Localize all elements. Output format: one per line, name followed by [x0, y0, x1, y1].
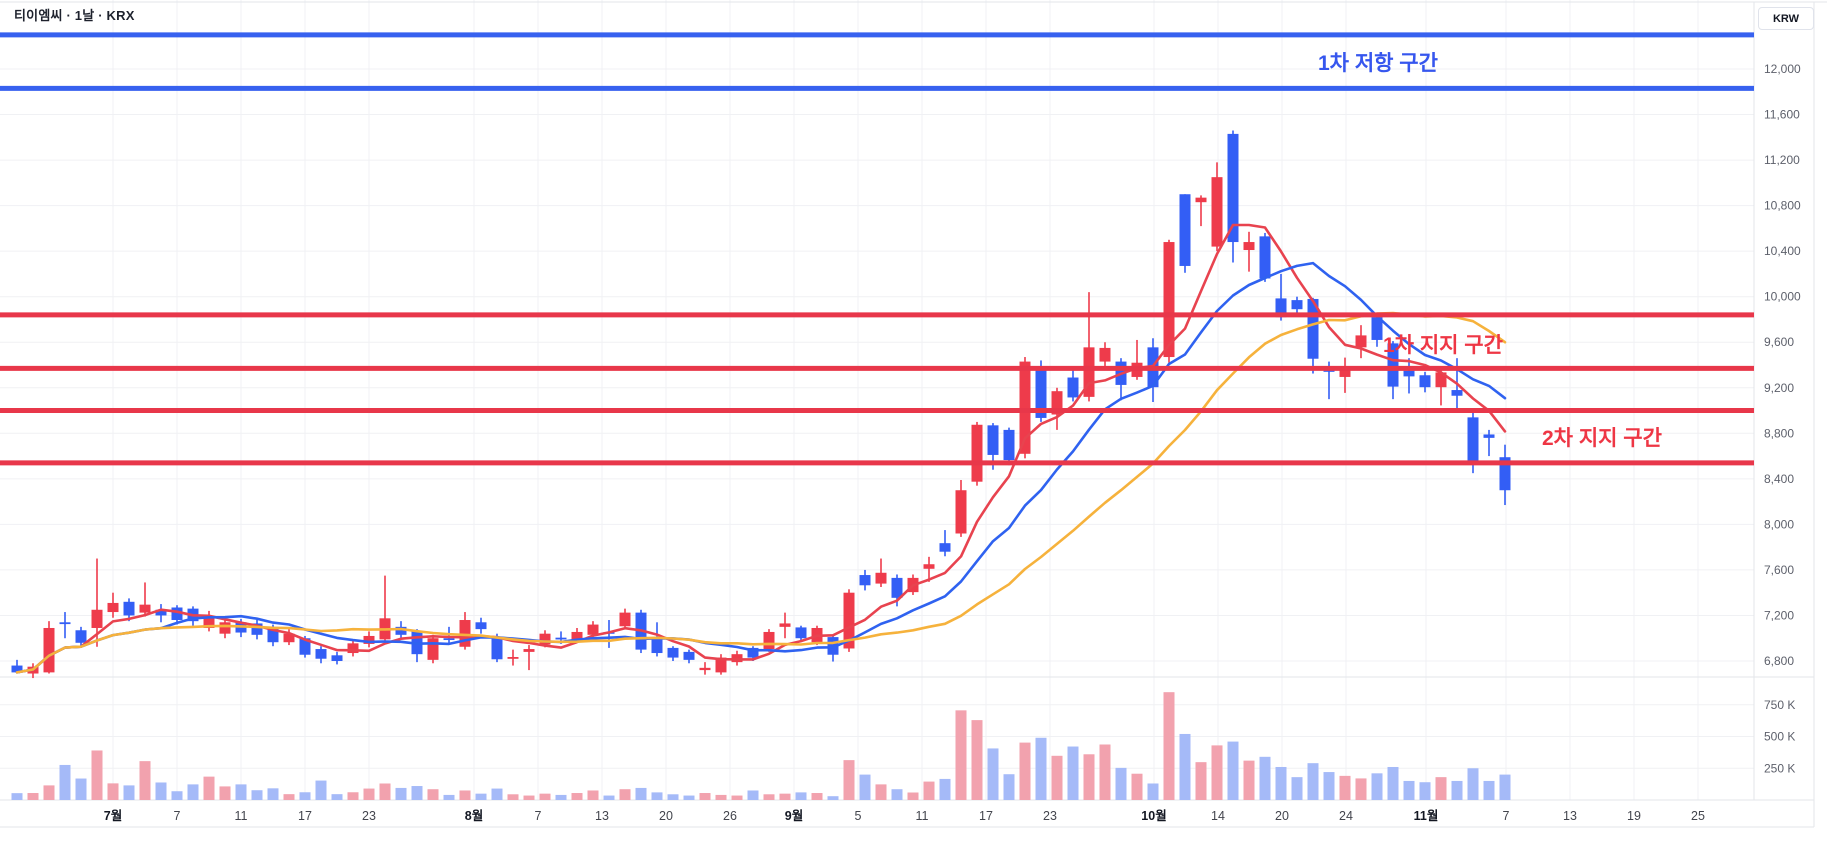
svg-text:20: 20	[659, 809, 673, 823]
svg-text:500 K: 500 K	[1764, 730, 1795, 744]
price-axis[interactable]: 6,800 7,200 7,600 8,000 8,400 8,800 9,200 9,600…	[1764, 62, 1801, 775]
svg-text:17: 17	[298, 809, 312, 823]
svg-text:5: 5	[855, 809, 862, 823]
svg-text:23: 23	[1043, 809, 1057, 823]
svg-text:8,800: 8,800	[1764, 426, 1794, 440]
grid-lines	[0, 0, 1754, 800]
svg-text:250 K: 250 K	[1764, 761, 1795, 775]
volume-bars	[11, 692, 1511, 800]
svg-text:23: 23	[362, 809, 376, 823]
svg-text:10,400: 10,400	[1764, 244, 1801, 258]
time-axis[interactable]: 7월 7 11 17 23 8월 7 13 20 26 9월 5 11 17 23 10월 14 20 24 11월 7…	[104, 808, 1705, 823]
svg-text:9,200: 9,200	[1764, 381, 1794, 395]
svg-text:8,000: 8,000	[1764, 517, 1794, 531]
svg-text:26: 26	[723, 809, 737, 823]
svg-text:8월: 8월	[465, 808, 483, 823]
svg-text:11,600: 11,600	[1764, 108, 1800, 122]
svg-text:14: 14	[1211, 809, 1225, 823]
svg-text:11: 11	[235, 809, 248, 823]
svg-text:7,600: 7,600	[1764, 563, 1794, 577]
svg-text:13: 13	[1563, 809, 1577, 823]
svg-text:11: 11	[916, 809, 929, 823]
svg-text:17: 17	[979, 809, 993, 823]
svg-text:8,400: 8,400	[1764, 472, 1794, 486]
svg-text:10,800: 10,800	[1764, 199, 1801, 213]
svg-text:7월: 7월	[104, 808, 122, 823]
annotation-support-2[interactable]: 2차 지지 구간	[1542, 427, 1662, 450]
support-lines[interactable]	[0, 312, 1754, 466]
svg-text:12,000: 12,000	[1764, 62, 1801, 76]
ma-mid-line	[15, 261, 1507, 674]
svg-text:9,600: 9,600	[1764, 335, 1794, 349]
svg-text:7: 7	[174, 809, 181, 823]
svg-text:24: 24	[1339, 809, 1353, 823]
resistance-lines[interactable]	[0, 32, 1754, 91]
annotation-resistance-1[interactable]: 1차 저항 구간	[1318, 52, 1438, 75]
svg-text:25: 25	[1691, 809, 1705, 823]
symbol-title: 티이엠씨 · 1날 · KRX	[14, 8, 135, 23]
svg-text:11월: 11월	[1414, 808, 1439, 823]
svg-text:10,000: 10,000	[1764, 290, 1801, 304]
svg-text:13: 13	[595, 809, 609, 823]
svg-text:19: 19	[1627, 809, 1641, 823]
svg-text:20: 20	[1275, 809, 1289, 823]
svg-text:7: 7	[1503, 809, 1510, 823]
svg-text:7,200: 7,200	[1764, 608, 1794, 622]
svg-text:10월: 10월	[1141, 808, 1166, 823]
svg-text:11,200: 11,200	[1764, 153, 1800, 167]
svg-text:750 K: 750 K	[1764, 698, 1795, 712]
annotation-support-1[interactable]: 1차 지지 구간	[1383, 334, 1503, 357]
candlesticks[interactable]	[11, 130, 1511, 679]
svg-text:7: 7	[535, 809, 542, 823]
svg-text:9월: 9월	[785, 808, 803, 823]
ma-slow-line	[15, 311, 1507, 674]
currency-toggle-button[interactable]: KRW	[1758, 7, 1814, 30]
svg-text:6,800: 6,800	[1764, 654, 1794, 668]
